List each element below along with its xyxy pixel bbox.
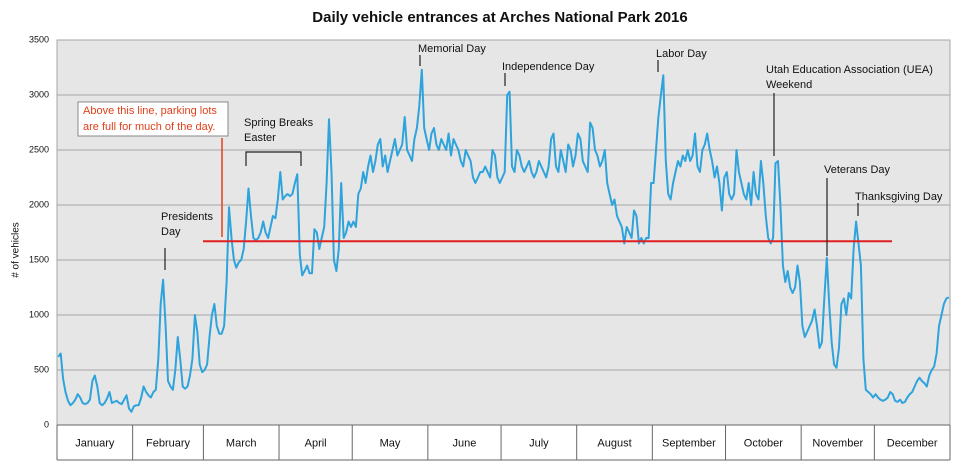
y-tick-label: 2000 bbox=[29, 199, 49, 209]
x-tick-label: July bbox=[529, 437, 549, 449]
note-text: are full for much of the day. bbox=[83, 121, 215, 133]
annotation-text: Presidents bbox=[161, 211, 213, 223]
annotation-text: Memorial Day bbox=[418, 43, 486, 55]
x-tick-label: February bbox=[146, 437, 191, 449]
data-line bbox=[57, 68, 950, 413]
annotation-text: Easter bbox=[244, 132, 276, 144]
x-tick-label: May bbox=[380, 437, 401, 449]
y-tick-label: 3000 bbox=[29, 89, 49, 99]
x-tick-label: April bbox=[305, 437, 327, 449]
annotation-text: Veterans Day bbox=[824, 164, 891, 176]
y-tick-label: 500 bbox=[34, 364, 49, 374]
annotation-text: Spring Breaks bbox=[244, 117, 314, 129]
y-tick-label: 3500 bbox=[29, 34, 49, 44]
x-tick-label: September bbox=[662, 437, 716, 449]
y-tick-label: 0 bbox=[44, 419, 49, 429]
x-tick-label: November bbox=[812, 437, 863, 449]
y-tick-label: 2500 bbox=[29, 144, 49, 154]
x-tick-label: October bbox=[744, 437, 783, 449]
y-axis-label: # of vehicles bbox=[11, 222, 22, 278]
note-text: Above this line, parking lots bbox=[83, 105, 217, 117]
y-tick-label: 1000 bbox=[29, 309, 49, 319]
annotation-text: Day bbox=[161, 226, 181, 238]
y-tick-label: 1500 bbox=[29, 254, 49, 264]
annotation-text: Weekend bbox=[766, 79, 812, 91]
x-tick-label: August bbox=[597, 437, 631, 449]
x-tick-label: June bbox=[453, 437, 477, 449]
x-tick-label: January bbox=[75, 437, 115, 449]
annotation-text: Independence Day bbox=[502, 61, 595, 73]
annotation-text: Utah Education Association (UEA) bbox=[766, 64, 933, 76]
x-tick-label: March bbox=[226, 437, 257, 449]
annotation-text: Labor Day bbox=[656, 48, 707, 60]
annotation-text: Thanksgiving Day bbox=[855, 191, 943, 203]
chart-title: Daily vehicle entrances at Arches Nation… bbox=[312, 9, 687, 26]
x-tick-label: December bbox=[887, 437, 938, 449]
note-box bbox=[77, 101, 229, 137]
annotation-bracket bbox=[245, 151, 302, 166]
